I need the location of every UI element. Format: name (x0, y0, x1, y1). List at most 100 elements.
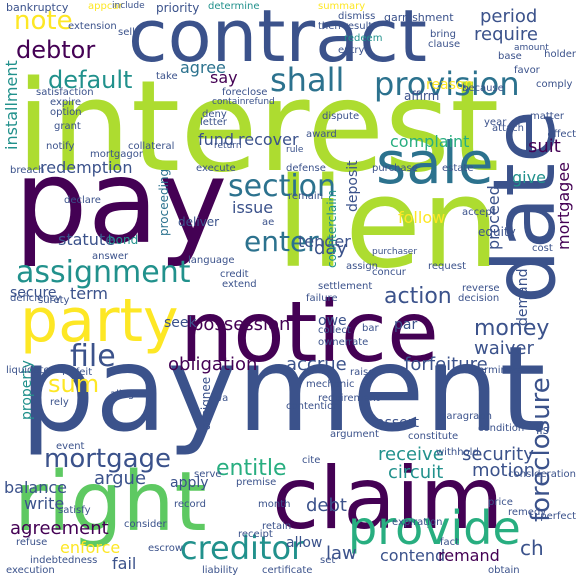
word-settlement: settlement (318, 281, 373, 292)
word-term: term (70, 284, 108, 303)
word-priority: priority (156, 1, 200, 15)
word-base: base (498, 51, 522, 62)
word-apply: apply (170, 475, 209, 491)
word-defense: defense (286, 163, 326, 174)
word-deliver: deliver (178, 215, 220, 229)
word-payment: payment (20, 320, 546, 458)
word-then: then (318, 21, 341, 32)
word-lien: lien (276, 152, 500, 296)
word-proceeding: proceeding (157, 168, 171, 236)
word-extend: extend (222, 279, 257, 290)
word-mortgagee: mortgagee (554, 161, 573, 250)
word-cite: cite (302, 455, 321, 466)
word-period: period (480, 6, 538, 27)
word-write: write (24, 494, 65, 513)
word-entitle: entitle (216, 456, 287, 481)
word-recover: recover (238, 130, 299, 149)
word-motion: motion (472, 460, 536, 481)
word-section: section (228, 169, 337, 204)
word-forfeit: forfeit (62, 367, 93, 378)
word-deny: deny (202, 109, 227, 120)
word-terminate: terminate (474, 365, 524, 376)
word-deficiency: deficiency (10, 293, 61, 304)
word-waiver: waiver (474, 338, 534, 359)
word-clause: clause (428, 39, 461, 50)
word-fact: fact (440, 537, 460, 548)
word-grant: grant (54, 121, 81, 132)
word-event: event (56, 441, 85, 452)
word-breach: breach (10, 165, 45, 176)
word-assignment: assignment (16, 255, 191, 290)
word-enter: enter (244, 225, 319, 258)
word-mechanic: mechanic (306, 379, 355, 390)
word-amount: amount (514, 43, 549, 53)
word-owner: owner (318, 337, 349, 348)
word-seek: seek (164, 315, 197, 331)
word-consideration: consideration (508, 469, 576, 480)
word-include: include (112, 1, 145, 11)
word-owe: owe (318, 313, 347, 329)
word-issue: issue (232, 198, 274, 217)
word-assignee: assignee (199, 376, 213, 430)
word-purchase: purchase (372, 163, 418, 174)
word-set: set (320, 555, 336, 566)
word-bond: bond (108, 233, 139, 247)
word-containrefund: containrefund (212, 97, 275, 107)
word-notice: notice (180, 283, 439, 381)
word-entry: entry (338, 45, 365, 56)
word-return: return (214, 141, 242, 151)
word-bar: bar (362, 323, 379, 334)
word-execution: execution (6, 565, 55, 576)
word-indebtedness: indebtedness (30, 555, 98, 566)
word-fund: fund (198, 130, 235, 149)
word-assign: assign (346, 261, 379, 272)
word-default: default (48, 66, 133, 94)
word-follow: follow (398, 208, 446, 227)
word-language: language (188, 255, 235, 266)
word-receipt: receipt (238, 529, 273, 540)
word-demand: demand (515, 268, 531, 326)
word-ae: ae (262, 217, 275, 228)
word-appcar: appcar (88, 1, 123, 12)
word-result: result (344, 21, 373, 32)
word-remand: remand (438, 546, 500, 565)
word-argue: argue (94, 468, 147, 489)
word-lis: lis (536, 423, 549, 437)
word-receive: receive (378, 444, 444, 465)
word-summary: summary (318, 1, 366, 12)
word-because: because (462, 83, 504, 94)
word-favor: favor (514, 65, 540, 76)
word-note: note (14, 6, 73, 36)
word-serve: serve (194, 469, 222, 480)
word-constitute: constitute (408, 431, 459, 442)
word-month: month (258, 499, 291, 510)
word-concur: concur (372, 267, 406, 278)
word-foreclose: foreclose (222, 87, 268, 98)
word-perfect: perfect (540, 511, 576, 522)
word-accrue: accrue (286, 354, 347, 375)
word-raise: raise (350, 367, 375, 378)
word-remedy: remedy (508, 507, 547, 518)
word-deposit: deposit (345, 160, 361, 212)
word-tender: tender (298, 232, 351, 251)
word-agreement: agreement (10, 518, 109, 539)
word-condition: condition (478, 423, 525, 434)
word-liquidate: liquidate (6, 365, 50, 376)
word-notify: notify (46, 141, 75, 152)
word-execute: execute (196, 163, 236, 174)
word-affirm: affirm (404, 89, 440, 103)
word-rate: rate (348, 337, 369, 348)
word-determine: determine (208, 1, 260, 12)
word-obtain: obtain (488, 565, 520, 576)
word-award: award (306, 129, 337, 140)
word-collateral: collateral (128, 141, 175, 152)
word-dispute: dispute (322, 111, 360, 122)
word-circuit: circuit (388, 462, 444, 483)
word-withhold: withhold (436, 447, 479, 458)
word-security: security (462, 444, 534, 465)
word-matter: matter (530, 111, 564, 122)
word-sale: sale (376, 129, 494, 197)
word-mortgage: mortgage (44, 444, 172, 474)
word-paragraph: paragraph (440, 411, 492, 422)
word-letter: letter (200, 117, 228, 128)
